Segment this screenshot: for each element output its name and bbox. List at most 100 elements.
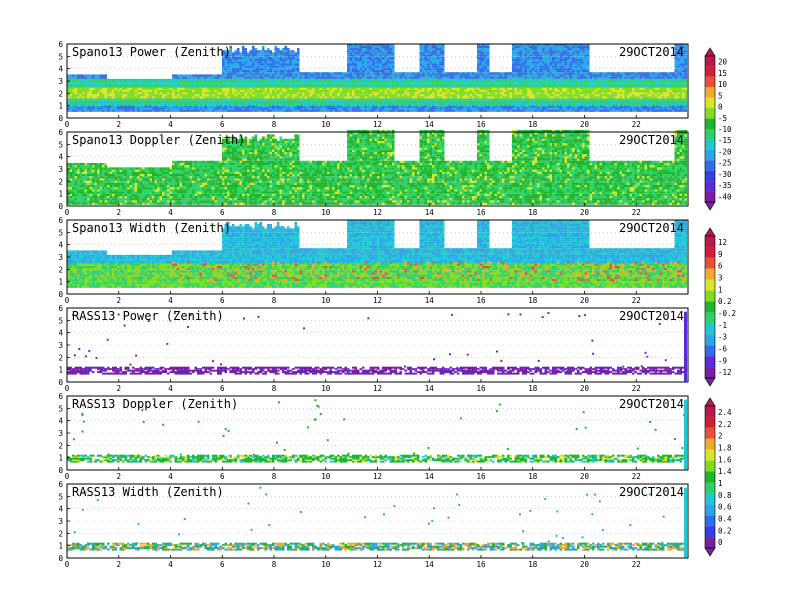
x-tick-label: 10	[321, 384, 331, 393]
x-tick-label: 6	[220, 296, 225, 305]
x-tick-label: 14	[425, 208, 435, 217]
x-tick-label: 22	[632, 472, 641, 481]
colorbar-tick-label: -3	[718, 333, 727, 342]
colorbar-segment	[705, 493, 715, 505]
x-tick-label: 6	[220, 208, 225, 217]
colorbar-tick-label: 0.4	[718, 514, 732, 523]
colorbar-tick-label: 0.8	[718, 491, 732, 500]
y-tick-label: 0	[58, 466, 63, 475]
colorbar-tick-label: -40	[718, 192, 732, 201]
panel-title: Spano13 Power (Zenith)	[72, 45, 231, 59]
y-tick-label: 1	[58, 366, 63, 375]
x-tick-label: 10	[321, 560, 331, 569]
panel-title: RASS13 Doppler (Zenith)	[72, 397, 238, 411]
colorbar-segment	[705, 129, 715, 140]
colorbar-segment	[705, 301, 715, 313]
colorbar-2: 12 9 6 3 1 0.2 -0.2 -1 -3 -6 -9 -12	[704, 227, 736, 387]
x-tick-label: 20	[580, 120, 590, 129]
y-tick-label: 2	[58, 529, 63, 538]
x-tick-label: 2	[116, 120, 121, 129]
x-tick-label: 14	[425, 384, 435, 393]
x-tick-label: 4	[168, 384, 173, 393]
colorbar-tick-label: -35	[718, 181, 732, 190]
x-tick-label: 8	[272, 384, 277, 393]
x-tick-label: 8	[272, 120, 277, 129]
x-tick-label: 4	[168, 296, 173, 305]
x-tick-label: 10	[321, 208, 331, 217]
x-tick-label: 4	[168, 472, 173, 481]
x-tick-label: 8	[272, 208, 277, 217]
colorbar-segment	[705, 482, 715, 494]
x-tick-label: 18	[528, 472, 538, 481]
x-tick-label: 4	[168, 560, 173, 569]
colorbar-segment	[705, 427, 715, 439]
colorbar-tick-label: 2	[718, 432, 723, 441]
colorbar-tick-label: 1.4	[718, 467, 732, 476]
x-tick-label: 6	[220, 384, 225, 393]
x-tick-label: 20	[580, 560, 590, 569]
x-tick-label: 6	[220, 560, 225, 569]
y-tick-label: 3	[58, 77, 63, 86]
x-tick-label: 18	[528, 296, 538, 305]
colorbar-segment	[705, 526, 715, 538]
colorbar-tick-label: 0	[718, 103, 723, 112]
y-tick-label: 5	[58, 228, 63, 237]
data-raster	[67, 219, 687, 288]
panel-date: 29OCT2014	[619, 221, 684, 235]
x-tick-label: 2	[116, 208, 121, 217]
colorbars: 20151050-5-10-15-20-25-30-35-401296310.2…	[704, 47, 736, 557]
x-tick-label: 14	[425, 296, 435, 305]
x-tick-label: 18	[528, 208, 538, 217]
x-tick-label: 8	[272, 296, 277, 305]
y-tick-label: 4	[58, 153, 63, 162]
data-raster	[67, 43, 687, 112]
x-tick-label: 16	[476, 296, 486, 305]
colorbar-tick-label: 1	[718, 285, 723, 294]
x-tick-label: 2	[116, 296, 121, 305]
panel-date: 29OCT2014	[619, 133, 684, 147]
x-tick-label: 16	[476, 120, 486, 129]
x-tick-label: 14	[425, 472, 435, 481]
x-tick-label: 18	[528, 120, 538, 129]
y-tick-label: 6	[58, 216, 63, 225]
colorbar-tick-label: 9	[718, 250, 723, 259]
panel-title: Spano13 Width (Zenith)	[72, 221, 231, 235]
panel-title: Spano13 Doppler (Zenith)	[72, 133, 245, 147]
y-tick-label: 4	[58, 65, 63, 74]
colorbar-tick-label: 10	[718, 80, 728, 89]
x-tick-label: 22	[632, 208, 641, 217]
x-tick-label: 0	[65, 384, 70, 393]
x-tick-label: 8	[272, 472, 277, 481]
x-tick-label: 2	[116, 472, 121, 481]
colorbar-segment	[705, 537, 715, 548]
colorbar-segment	[705, 406, 715, 417]
colorbar-tick-label: 2.2	[718, 420, 732, 429]
x-tick-label: 12	[373, 120, 382, 129]
y-tick-label: 5	[58, 316, 63, 325]
x-tick-label: 12	[373, 296, 382, 305]
x-tick-label: 16	[476, 472, 486, 481]
y-tick-label: 6	[58, 40, 63, 49]
colorbar-segment	[705, 356, 715, 368]
colorbar-tick-label: 1.6	[718, 455, 732, 464]
colorbar-tick-label: 5	[718, 91, 723, 100]
y-tick-label: 2	[58, 353, 63, 362]
y-tick-label: 3	[58, 429, 63, 438]
colorbar-segment	[705, 56, 715, 67]
colorbar-segment	[705, 416, 715, 428]
colorbar-segment	[705, 160, 715, 171]
x-tick-label: 10	[321, 296, 331, 305]
y-tick-label: 3	[58, 165, 63, 174]
x-tick-label: 4	[168, 120, 173, 129]
colorbar-top-arrow	[704, 47, 716, 57]
x-tick-label: 6	[220, 472, 225, 481]
x-tick-label: 10	[321, 120, 331, 129]
colorbar-bottom-arrow	[704, 547, 716, 557]
panel-title: RASS13 Power (Zenith)	[72, 309, 224, 323]
colorbar-segment	[705, 438, 715, 450]
colorbar-tick-label: -6	[718, 344, 728, 353]
